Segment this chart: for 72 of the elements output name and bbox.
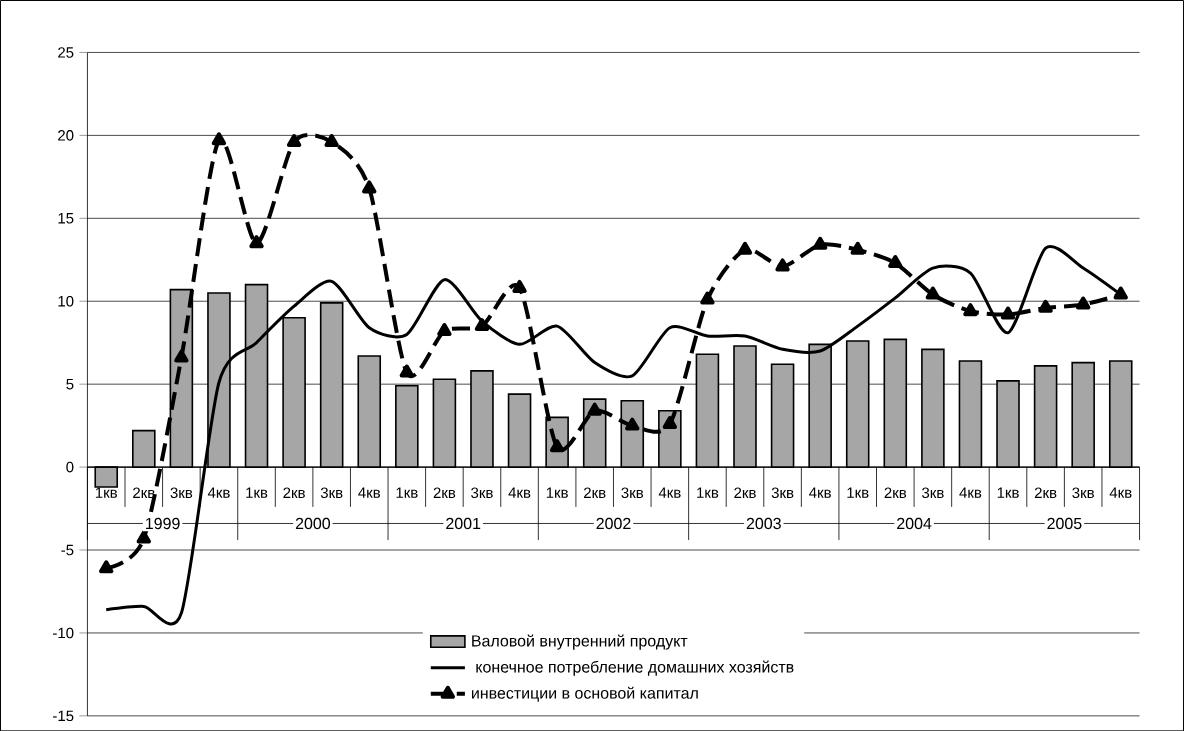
x-tick-label: 1кв — [697, 487, 719, 498]
y-tick-label: 25 — [58, 46, 74, 58]
point — [399, 364, 415, 378]
point — [99, 560, 114, 574]
point — [700, 291, 715, 305]
x-tick-label: 2кв — [734, 487, 756, 498]
y-tick-label: -10 — [53, 627, 74, 639]
point — [1038, 299, 1053, 313]
point — [1000, 306, 1016, 320]
x-tick-label: 2кв — [283, 487, 305, 498]
x-tick-label: 3кв — [1072, 487, 1094, 498]
point — [925, 286, 941, 300]
x-tick-label: 3кв — [621, 487, 644, 498]
x-tick-label: 2кв — [584, 487, 606, 498]
x-tick-label: 4кв — [809, 487, 831, 498]
point — [587, 402, 602, 416]
y-tick-label: 15 — [58, 212, 74, 224]
x-tick-label: 4кв — [658, 487, 681, 498]
point — [362, 180, 377, 194]
annotation: 2001 — [446, 517, 481, 529]
annotation: 2002 — [596, 517, 631, 529]
point — [888, 254, 903, 268]
point — [812, 236, 828, 250]
x-tick-label: 4кв — [508, 487, 531, 498]
y-tick-label: -5 — [61, 544, 74, 556]
y-tick-label: 10 — [58, 295, 74, 307]
point — [474, 317, 490, 331]
x-tick-label: 4кв — [1109, 487, 1132, 498]
x-tick-label: 3кв — [170, 487, 193, 498]
point — [625, 417, 640, 431]
point — [174, 349, 189, 363]
legend-label: инвестиции в основой капитал — [471, 686, 698, 702]
y-tick-label: 0 — [66, 461, 74, 473]
point — [324, 133, 339, 147]
x-tick-label: 3кв — [771, 487, 794, 498]
point — [136, 530, 151, 544]
point — [737, 241, 753, 255]
x-tick-label: 1кв — [246, 487, 268, 498]
point — [662, 415, 678, 429]
x-tick-label: 3кв — [922, 487, 944, 498]
x-tick-label: 2кв — [433, 487, 456, 498]
y-tick-label: -15 — [53, 710, 74, 721]
y-tick-label: 20 — [58, 129, 74, 141]
y-tick-label: 5 — [66, 378, 74, 390]
legend-label: Валовой внутренний продукт — [472, 634, 688, 650]
x-tick-label: 2кв — [884, 487, 907, 498]
x-tick-label: 2кв — [1034, 487, 1057, 498]
x-tick-label: 4кв — [358, 487, 381, 498]
x-tick-label: 1кв — [546, 487, 568, 498]
x-tick-label: 3кв — [471, 487, 493, 498]
point — [850, 241, 865, 255]
x-tick-label: 1кв — [997, 487, 1019, 498]
x-tick-label: 4кв — [207, 487, 230, 498]
point — [963, 303, 978, 317]
annotation: 2004 — [897, 517, 932, 529]
x-tick-label: 4кв — [959, 487, 982, 498]
point — [211, 132, 227, 146]
x-tick-label: 1кв — [396, 487, 418, 498]
point — [249, 235, 264, 249]
x-tick-label: 3кв — [320, 487, 343, 498]
annotation: 2000 — [295, 517, 331, 529]
point — [286, 133, 302, 147]
point — [775, 258, 790, 272]
point — [512, 279, 527, 293]
annotation: 2005 — [1047, 517, 1082, 529]
point — [437, 322, 452, 336]
annotation: 1999 — [146, 517, 180, 529]
x-tick-label: 1кв — [847, 487, 869, 498]
point — [1075, 296, 1091, 310]
x-tick-label: 1кв — [95, 487, 117, 498]
annotation: 2003 — [746, 517, 781, 529]
legend-label: конечное потребление домашних хозяйств — [476, 660, 794, 676]
